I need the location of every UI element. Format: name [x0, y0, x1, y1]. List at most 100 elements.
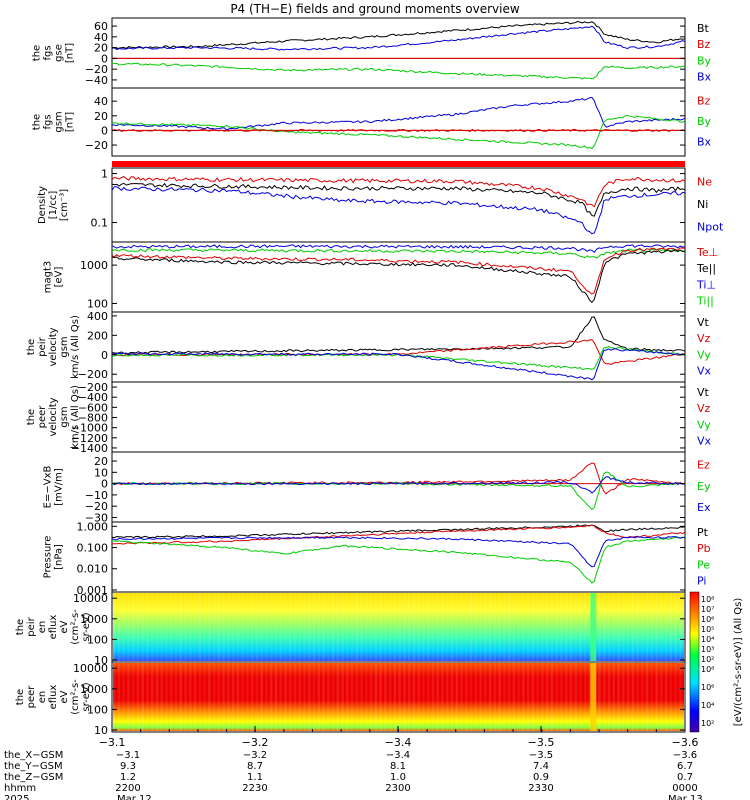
- panel-frame: [111, 87, 686, 157]
- x-row-value: 7.4: [533, 761, 549, 772]
- colorbar-tick-label: 10³: [701, 645, 714, 654]
- colorbar-gradient: [689, 591, 700, 733]
- x-row-value: −3.4: [386, 750, 410, 761]
- heatmap-streak: [298, 663, 301, 731]
- y-axis-label-line: magt3: [43, 261, 54, 294]
- heatmap-streak: [136, 663, 140, 731]
- series-line-Bz: [111, 96, 686, 131]
- heatmap-streak: [674, 663, 677, 731]
- y-axis-label-line: (cm²-s-: [70, 609, 81, 645]
- x-row-label: the_X−GSM: [4, 750, 63, 761]
- colorbar-tick-label: 10⁶: [701, 683, 714, 692]
- panel-peer_eflux: 10000100010010thepeerenefluxeV(cm²-s-sr-…: [15, 661, 686, 737]
- y-tick-label: −800: [78, 412, 108, 425]
- series-line-Vt: [111, 316, 686, 355]
- y-axis-label-line: peir: [26, 616, 37, 636]
- heatmap-streak: [322, 593, 325, 661]
- x-row-label: 2025: [4, 794, 29, 800]
- heatmap-streak: [488, 663, 492, 731]
- panel-frame: [111, 451, 686, 523]
- legend-Ti⊥: Ti⊥: [696, 278, 716, 291]
- series-line-Npot: [111, 186, 686, 235]
- heatmap-streak: [631, 663, 635, 731]
- heatmap-streak: [331, 663, 335, 731]
- series-line-Ne: [111, 176, 686, 208]
- heatmap-streak: [641, 593, 644, 661]
- panel-frame: [111, 311, 686, 383]
- y-axis-label-line: [nT]: [65, 112, 76, 132]
- legend-Te||: Te||: [696, 262, 716, 275]
- heatmap-streak: [431, 663, 435, 731]
- y-tick-label: 1000: [80, 683, 108, 696]
- heatmap-streak: [284, 663, 287, 731]
- x-row-value: 6.7: [677, 761, 693, 772]
- colorbar-tick-label: 10²: [701, 655, 714, 664]
- heatmap-streak: [436, 593, 439, 661]
- x-row-value: 8.7: [247, 761, 263, 772]
- heatmap-streak: [122, 663, 125, 731]
- series-line-Pt: [111, 524, 686, 539]
- heatmap-streak: [160, 593, 163, 661]
- heatmap-streak: [398, 593, 401, 661]
- heatmap-streak: [198, 593, 202, 661]
- heatmap-streak: [479, 593, 482, 661]
- y-tick-label: −20: [85, 500, 108, 513]
- legend-Pb: Pb: [697, 542, 711, 555]
- heatmap-streak: [246, 663, 249, 731]
- heatmap-streak: [650, 593, 654, 661]
- heatmap-streak: [198, 663, 202, 731]
- y-axis-label-line: fgs: [43, 114, 54, 129]
- heatmap-streak: [374, 593, 378, 661]
- heatmap-streak: [498, 663, 501, 731]
- y-axis-label-line: gsm: [54, 111, 65, 132]
- x-tick-label: −3.4: [385, 736, 412, 749]
- heatmap-streak: [679, 593, 682, 661]
- heatmap-streak: [493, 663, 497, 731]
- series-line-By: [111, 114, 686, 150]
- heatmap-streak: [536, 593, 539, 661]
- legend-Bx: Bx: [697, 71, 712, 84]
- series-line-Pe: [111, 536, 686, 584]
- heatmap-streak: [574, 593, 577, 661]
- x-row-value: Mar 12: [117, 794, 152, 800]
- y-tick-label: 0.001: [77, 584, 109, 597]
- heatmap-streak: [541, 663, 544, 731]
- legend-Vt: Vt: [697, 386, 710, 399]
- heatmap-streak: [522, 593, 525, 661]
- y-axis-label-line: fgs: [43, 45, 54, 60]
- y-tick-label: 40: [94, 95, 108, 108]
- heatmap-streak: [450, 663, 454, 731]
- legend-Bx: Bx: [697, 136, 712, 149]
- x-tick-label: −3.2: [242, 736, 269, 749]
- y-tick-label: 100: [87, 297, 108, 310]
- heatmap-streak: [655, 663, 658, 731]
- legend-Ex: Ex: [697, 501, 711, 514]
- heatmap-streak: [312, 593, 316, 661]
- heatmap-streak: [174, 663, 178, 731]
- colorbar-label: [eV/(cm²-s-sr-eV)] (All Qs): [733, 598, 744, 727]
- heatmap-streak: [260, 663, 263, 731]
- colorbar-tick-label: 10⁴: [701, 635, 714, 644]
- heatmap-streak: [122, 593, 125, 661]
- heatmap-streak: [289, 593, 292, 661]
- heatmap-streak: [279, 663, 282, 731]
- heatmap-streak: [455, 663, 458, 731]
- heatmap-streak: [660, 663, 663, 731]
- x-row-value: 1.0: [390, 772, 406, 783]
- heatmap-streak: [408, 663, 411, 731]
- heatmap-streak: [427, 663, 430, 731]
- y-axis-label-line: eV: [59, 620, 70, 633]
- heatmap-streak: [350, 593, 354, 661]
- heatmap-streak: [327, 663, 330, 731]
- y-tick-label: 400: [87, 310, 108, 323]
- heatmap-streak: [512, 663, 516, 731]
- colorbar-tick-label: 10²: [701, 719, 714, 728]
- heatmap-streak: [474, 663, 478, 731]
- colorbar-tick-label: 10⁸: [701, 665, 714, 674]
- x-row-value: 1.1: [247, 772, 263, 783]
- heatmap-streak: [645, 593, 649, 661]
- heatmap-streak: [336, 663, 340, 731]
- y-axis-label-line: gse: [54, 44, 65, 62]
